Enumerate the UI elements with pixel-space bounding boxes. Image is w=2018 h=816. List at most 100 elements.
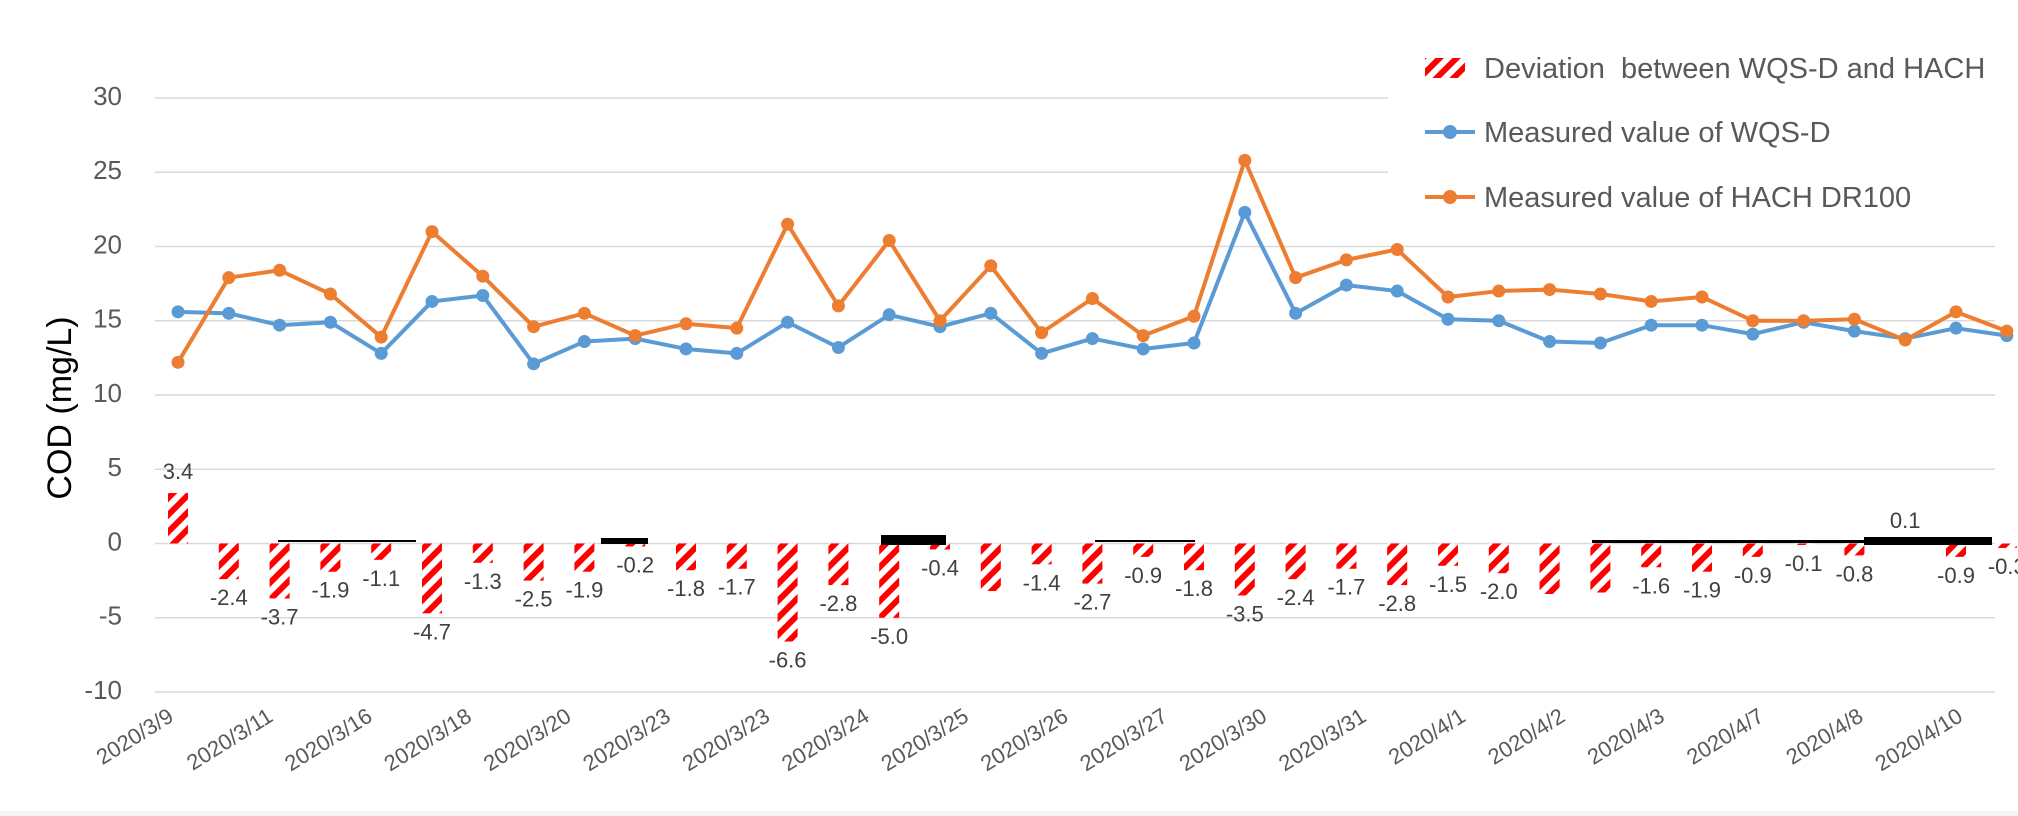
x-tick-label: 2020/3/18 <box>380 703 476 776</box>
deviation-bar <box>371 543 392 560</box>
deviation-data-label: -3.5 <box>1226 601 1264 626</box>
point-wqs <box>323 315 337 329</box>
point-wqs <box>1339 278 1353 292</box>
deviation-data-label: -2.7 <box>1073 590 1111 615</box>
deviation-data-label: -1.3 <box>464 569 502 594</box>
deviation-data-label: -1.7 <box>1327 575 1365 600</box>
point-hach <box>1695 290 1709 304</box>
deviation-bar <box>1996 543 2017 548</box>
legend-label-deviation: Deviation between WQS-D and HACH <box>1484 53 1985 85</box>
baseline-segment <box>601 538 648 544</box>
x-tick-label: 2020/3/26 <box>976 703 1072 776</box>
point-hach <box>1492 284 1506 298</box>
zero-baseline-segments <box>278 535 1992 545</box>
deviation-data-label: 0.1 <box>1890 508 1921 533</box>
point-hach <box>1441 290 1455 304</box>
x-tick-label: 2020/4/8 <box>1782 703 1868 770</box>
point-wqs <box>171 305 185 319</box>
deviation-bar <box>1336 543 1357 569</box>
y-tick-label: 20 <box>93 229 122 259</box>
point-hach <box>1949 305 1963 319</box>
point-wqs <box>476 289 490 303</box>
legend-swatch-deviation <box>1425 58 1465 78</box>
deviation-data-label: -1.5 <box>1429 572 1467 597</box>
point-hach <box>273 263 287 277</box>
deviation-bar <box>1234 543 1255 596</box>
x-tick-label: 2020/3/9 <box>92 703 178 770</box>
point-hach <box>1085 291 1099 305</box>
deviation-data-label: -6.6 <box>769 648 807 673</box>
deviation-bar <box>1539 543 1560 594</box>
x-tick-label: 2020/4/7 <box>1682 703 1768 770</box>
y-tick-label: -5 <box>99 601 122 631</box>
deviation-bar <box>930 543 950 550</box>
deviation-data-label: -2.5 <box>515 587 553 612</box>
point-hach <box>1797 314 1811 328</box>
point-wqs <box>781 315 795 329</box>
deviation-bar <box>828 543 849 586</box>
x-tick-label: 2020/3/31 <box>1274 703 1370 776</box>
point-wqs <box>730 346 744 360</box>
deviation-data-label: -0.1 <box>1785 551 1823 576</box>
deviation-bar <box>676 543 696 571</box>
y-tick-label: 0 <box>108 526 122 556</box>
deviation-bar <box>1692 543 1712 572</box>
y-tick-label: 10 <box>93 378 122 408</box>
deviation-bar <box>1387 543 1408 586</box>
point-wqs <box>1695 318 1709 332</box>
point-wqs <box>527 357 541 371</box>
point-hach <box>1289 271 1303 285</box>
bottom-strip <box>0 811 2018 816</box>
deviation-data-label: -1.7 <box>718 575 756 600</box>
deviation-bar <box>1590 543 1611 593</box>
deviation-bar <box>625 543 646 547</box>
deviation-data-label: -1.4 <box>1023 570 1061 595</box>
deviation-data-label: 3.4 <box>163 459 194 484</box>
deviation-bar <box>320 543 341 572</box>
gridlines <box>155 97 1995 693</box>
point-hach <box>1898 333 1912 347</box>
deviation-data-label: -0.4 <box>921 555 959 580</box>
deviation-bar <box>422 543 442 614</box>
point-wqs <box>1238 205 1252 219</box>
point-wqs <box>1136 342 1150 356</box>
point-hach <box>1847 312 1861 326</box>
point-hach <box>882 234 896 248</box>
deviation-bar <box>269 543 290 599</box>
point-wqs <box>374 346 388 360</box>
deviation-data-label: -2.8 <box>1378 591 1416 616</box>
point-wqs <box>1847 324 1861 338</box>
deviation-data-label: -0.2 <box>616 552 654 577</box>
point-hach <box>1339 253 1353 267</box>
x-tick-label: 2020/3/24 <box>777 703 873 776</box>
x-axis-ticks: 2020/3/9 2020/3/11 2020/3/16 2020/3/18 2020/… <box>92 703 1967 776</box>
point-hach <box>374 330 388 344</box>
point-hach <box>628 329 642 343</box>
point-wqs <box>1187 336 1201 350</box>
deviation-bar <box>777 543 798 642</box>
deviation-data-label: -2.4 <box>1277 585 1315 610</box>
y-tick-label: 25 <box>93 155 122 185</box>
line-series <box>171 153 2014 371</box>
deviation-data-label: -5.0 <box>870 624 908 649</box>
point-wqs <box>1949 321 1963 335</box>
deviation-bar <box>1184 543 1204 571</box>
deviation-data-label: -1.1 <box>362 566 400 591</box>
legend-marker-wqs <box>1443 125 1457 139</box>
point-hach <box>171 355 185 369</box>
deviation-labels: 3.4-2.4-3.7-1.9 -1.1-4.7-1.3-2.5 -1.9-0.2-… <box>163 459 2018 673</box>
point-wqs <box>1035 346 1049 360</box>
baseline-segment <box>1592 540 1864 543</box>
point-wqs <box>577 335 591 349</box>
point-wqs <box>1085 332 1099 346</box>
x-tick-label: 2020/3/27 <box>1075 703 1171 776</box>
deviation-data-label: -2.8 <box>819 591 857 616</box>
point-hach <box>1187 309 1201 323</box>
deviation-bar <box>1438 543 1458 566</box>
point-wqs <box>273 318 287 332</box>
point-wqs <box>425 294 439 308</box>
point-hach <box>2000 324 2014 338</box>
point-hach <box>831 299 845 313</box>
x-tick-label: 2020/3/23 <box>578 703 674 776</box>
baseline-segment <box>1095 540 1195 542</box>
